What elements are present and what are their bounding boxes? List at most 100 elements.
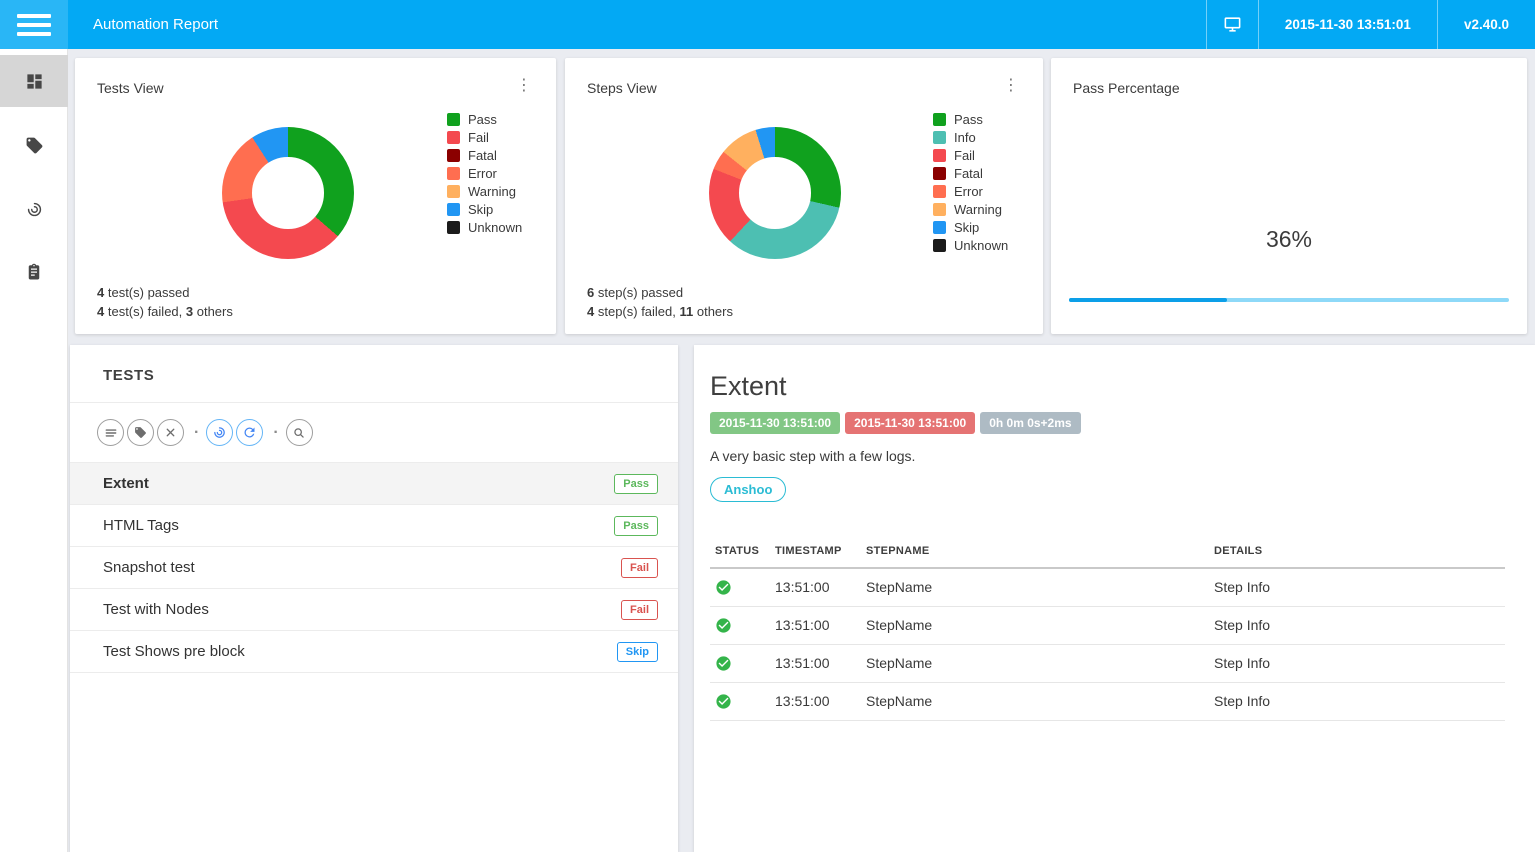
- legend-label: Fail: [954, 148, 975, 163]
- check-circle-icon: [715, 617, 732, 634]
- sidebar-item-exceptions[interactable]: [0, 183, 68, 235]
- toolbar-separator-dot: ·: [194, 424, 199, 442]
- step-timestamp: 13:51:00: [775, 682, 866, 720]
- test-list-item[interactable]: HTML Tags Pass: [70, 505, 678, 547]
- step-row: 13:51:00 StepName Step Info: [710, 606, 1505, 644]
- toggle-exceptions-button[interactable]: [206, 419, 233, 446]
- filter-category-button[interactable]: [127, 419, 154, 446]
- sidebar: [0, 49, 68, 852]
- test-name: Snapshot test: [103, 559, 621, 576]
- search-icon: [292, 426, 306, 440]
- sidebar-item-logs[interactable]: [0, 246, 68, 298]
- refresh-button[interactable]: [236, 419, 263, 446]
- step-details: Step Info: [1214, 682, 1505, 720]
- column-header-stepname: STEPNAME: [866, 539, 1214, 568]
- legend-label: Unknown: [468, 220, 522, 235]
- sidebar-item-categories[interactable]: [0, 119, 68, 171]
- end-time-badge: 2015-11-30 13:51:00: [845, 412, 975, 434]
- test-name: Test Shows pre block: [103, 643, 617, 660]
- legend-item: Warning: [447, 182, 522, 200]
- legend-swatch: [933, 185, 946, 198]
- step-row: 13:51:00 StepName Step Info: [710, 682, 1505, 720]
- legend-swatch: [933, 221, 946, 234]
- app-header: Automation Report 2015-11-30 13:51:01 v2…: [0, 0, 1535, 49]
- card-title: Steps View: [587, 80, 657, 96]
- pass-percentage-value: 36%: [1051, 226, 1527, 253]
- test-list-item[interactable]: Test Shows pre block Skip: [70, 631, 678, 673]
- tests-summary-line2: 4 test(s) failed, 3 others: [97, 302, 233, 321]
- legend-label: Unknown: [954, 238, 1008, 253]
- steps-summary-line2: 4 step(s) failed, 11 others: [587, 302, 733, 321]
- legend-label: Fatal: [954, 166, 983, 181]
- test-list-item[interactable]: Extent Pass: [70, 463, 678, 505]
- display-toggle-button[interactable]: [1206, 0, 1258, 49]
- card-title: Pass Percentage: [1073, 80, 1180, 96]
- report-title: Automation Report: [93, 0, 218, 49]
- step-name: StepName: [866, 644, 1214, 682]
- legend-label: Pass: [954, 112, 983, 127]
- test-status-badge: Pass: [614, 516, 658, 536]
- legend-label: Warning: [954, 202, 1002, 217]
- step-timestamp: 13:51:00: [775, 568, 866, 606]
- steps-summary-line1: 6 step(s) passed: [587, 283, 733, 302]
- spiral-icon: [25, 200, 44, 219]
- filter-lines-icon: [104, 426, 118, 440]
- test-status-badge: Fail: [621, 600, 658, 620]
- kebab-menu-icon[interactable]: ⋮: [1003, 78, 1019, 94]
- tag-icon: [25, 136, 44, 155]
- step-name: StepName: [866, 682, 1214, 720]
- tests-donut-chart[interactable]: [222, 127, 354, 259]
- steps-legend: Pass Info Fail Fatal Error Warning Skip …: [933, 110, 1008, 254]
- legend-swatch: [447, 167, 460, 180]
- tests-list-panel: TESTS ·: [70, 345, 678, 852]
- tag-icon: [134, 426, 147, 439]
- test-status-badge: Skip: [617, 642, 658, 662]
- start-time-badge: 2015-11-30 13:51:00: [710, 412, 840, 434]
- check-circle-icon: [715, 693, 732, 710]
- legend-item: Unknown: [933, 236, 1008, 254]
- test-status-badge: Fail: [621, 558, 658, 578]
- legend-item: Info: [933, 128, 1008, 146]
- search-button[interactable]: [286, 419, 313, 446]
- tests-summary-line1: 4 test(s) passed: [97, 283, 233, 302]
- legend-item: Skip: [933, 218, 1008, 236]
- filter-status-button[interactable]: [97, 419, 124, 446]
- legend-label: Info: [954, 130, 976, 145]
- spiral-icon: [212, 425, 227, 440]
- legend-swatch: [933, 113, 946, 126]
- test-list-item[interactable]: Test with Nodes Fail: [70, 589, 678, 631]
- step-details: Step Info: [1214, 606, 1505, 644]
- tests-summary: 4 test(s) passed 4 test(s) failed, 3 oth…: [97, 283, 233, 321]
- pass-percentage-card: Pass Percentage 36%: [1051, 58, 1527, 334]
- duration-badge: 0h 0m 0s+2ms: [980, 412, 1080, 434]
- test-status-badge: Pass: [614, 474, 658, 494]
- steps-donut-chart[interactable]: [709, 127, 841, 259]
- header-right-cluster: 2015-11-30 13:51:01 v2.40.0: [1206, 0, 1535, 49]
- test-list-item[interactable]: Snapshot test Fail: [70, 547, 678, 589]
- legend-label: Skip: [468, 202, 493, 217]
- legend-label: Fatal: [468, 148, 497, 163]
- category-chip[interactable]: Anshoo: [710, 477, 786, 502]
- kebab-menu-icon[interactable]: ⋮: [516, 78, 532, 94]
- legend-label: Skip: [954, 220, 979, 235]
- legend-item: Skip: [447, 200, 522, 218]
- dashboard-icon: [25, 72, 44, 91]
- step-details: Step Info: [1214, 644, 1505, 682]
- clear-filters-button[interactable]: [157, 419, 184, 446]
- legend-swatch: [447, 113, 460, 126]
- detail-time-badges: 2015-11-30 13:51:00 2015-11-30 13:51:00 …: [710, 412, 1505, 434]
- hamburger-menu-button[interactable]: [0, 0, 68, 49]
- steps-view-card: Steps View ⋮ Pass Info Fail Fatal Error …: [565, 58, 1043, 334]
- legend-swatch: [447, 149, 460, 162]
- test-detail-panel: Extent 2015-11-30 13:51:00 2015-11-30 13…: [694, 345, 1535, 852]
- legend-item: Error: [447, 164, 522, 182]
- sidebar-item-dashboard[interactable]: [0, 55, 68, 107]
- step-timestamp: 13:51:00: [775, 606, 866, 644]
- legend-item: Fail: [933, 146, 1008, 164]
- legend-item: Fatal: [933, 164, 1008, 182]
- report-datetime: 2015-11-30 13:51:01: [1258, 0, 1437, 49]
- step-details: Step Info: [1214, 568, 1505, 606]
- legend-label: Error: [468, 166, 497, 181]
- legend-item: Pass: [933, 110, 1008, 128]
- step-name: StepName: [866, 606, 1214, 644]
